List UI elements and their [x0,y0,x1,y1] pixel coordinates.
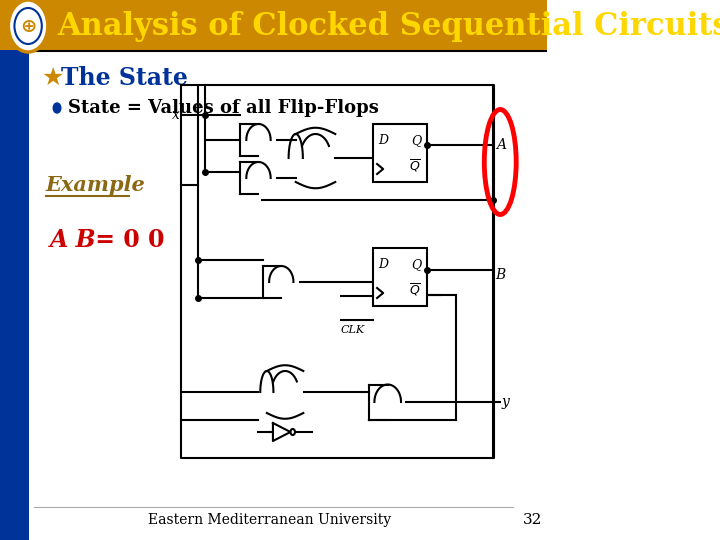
Text: A B: A B [50,228,96,252]
Circle shape [9,0,48,52]
Text: CLK: CLK [341,325,365,335]
Text: Analysis of Clocked Sequential Circuits: Analysis of Clocked Sequential Circuits [57,10,720,42]
FancyBboxPatch shape [372,248,427,306]
Text: ★: ★ [42,66,64,90]
Text: Example: Example [45,175,145,195]
FancyBboxPatch shape [0,50,29,540]
Text: $\overline{Q}$: $\overline{Q}$ [410,158,421,174]
Text: A: A [495,138,505,152]
Circle shape [53,103,60,113]
Text: The State: The State [60,66,188,90]
Text: y: y [502,395,510,409]
FancyBboxPatch shape [0,0,547,50]
Text: x: x [171,108,179,122]
Text: D: D [379,258,389,271]
Text: D: D [379,134,389,147]
Text: Eastern Mediterranean University: Eastern Mediterranean University [148,513,392,527]
Text: 32: 32 [523,513,542,527]
Text: State = Values of all Flip-Flops: State = Values of all Flip-Flops [68,99,379,117]
Text: ⊕: ⊕ [20,17,36,36]
FancyBboxPatch shape [372,124,427,182]
Text: B: B [495,268,506,282]
Text: Q: Q [411,134,421,147]
Text: Q: Q [411,258,421,271]
Text: = 0 0: = 0 0 [87,228,165,252]
Text: $\overline{Q}$: $\overline{Q}$ [410,281,421,298]
